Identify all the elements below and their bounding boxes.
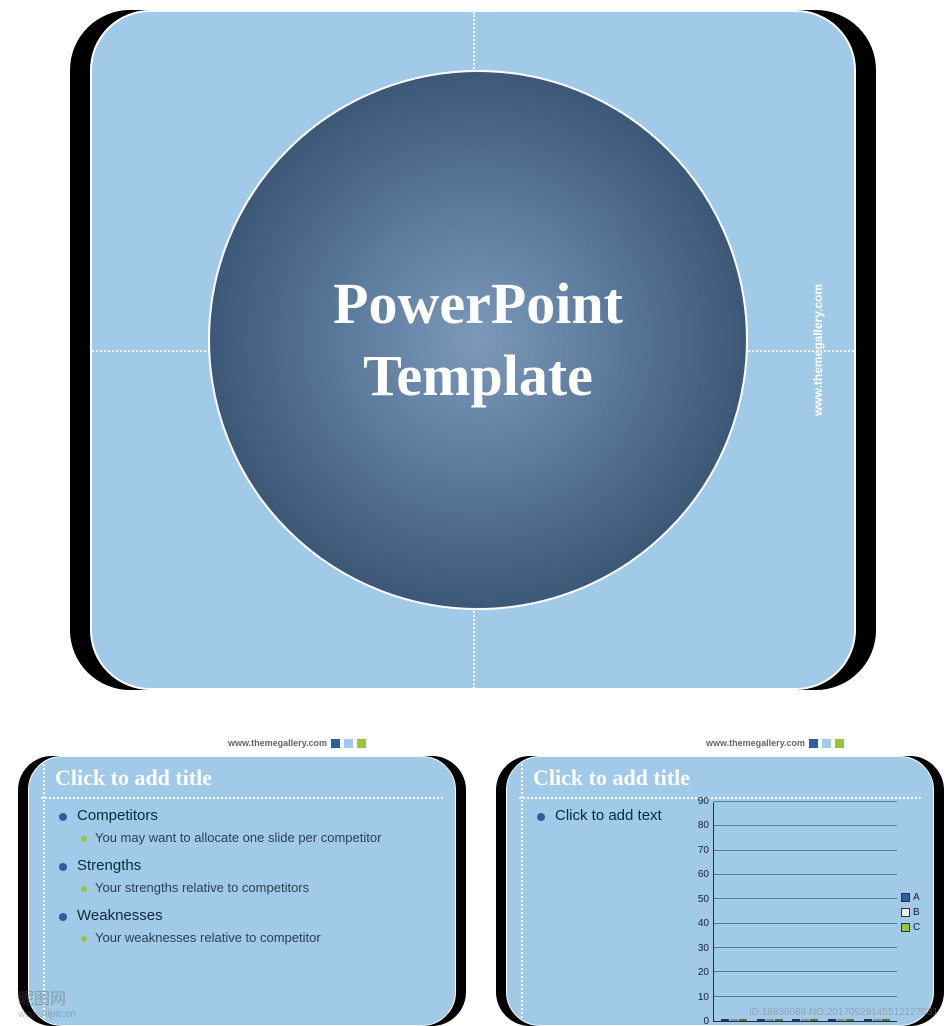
bullet-l1: Competitors (59, 807, 441, 824)
bar (739, 1019, 747, 1021)
slide3: Click to add title Click to add text 010… (496, 756, 944, 1026)
bar (730, 1019, 738, 1021)
item-text: Strengths (77, 857, 141, 874)
legend-row: A (901, 892, 929, 903)
slide3-content[interactable]: Click to add text (537, 807, 687, 830)
main-card: PowerPoint Template (90, 10, 856, 690)
slide3-header: www.themegallery.com (706, 734, 844, 752)
legend-row: B (901, 907, 929, 918)
chart-yaxis: 0102030405060708090 (691, 802, 713, 1022)
chart-legend: ABC (897, 802, 929, 1022)
item-text: Competitors (77, 807, 158, 824)
bullet-dot (59, 813, 67, 821)
bar (846, 1019, 854, 1021)
header-sq-3 (835, 739, 844, 748)
chart-gridline (714, 801, 897, 802)
bullet-dot (81, 936, 87, 942)
legend-row: C (901, 922, 929, 933)
chart-gridline (714, 898, 897, 899)
bar (792, 1019, 800, 1021)
chart-plot (713, 802, 897, 1022)
slide2-content[interactable]: Competitors You may want to allocate one… (59, 807, 441, 957)
header-url: www.themegallery.com (706, 738, 805, 748)
slide2-title[interactable]: Click to add title (55, 765, 429, 791)
main-slide: PowerPoint Template www.themegallery.com (70, 10, 876, 690)
bar-group (757, 1019, 783, 1021)
header-url: www.themegallery.com (228, 738, 327, 748)
bar (721, 1019, 729, 1021)
bullet-l2: Your weaknesses relative to competitor (81, 930, 441, 945)
bar (873, 1019, 881, 1021)
chart-gridline (714, 947, 897, 948)
wm-id: ID:18936089 NO:20170929145512127031 (749, 1007, 938, 1018)
chart-gridline (714, 825, 897, 826)
legend-swatch (901, 893, 910, 902)
slide3-title[interactable]: Click to add title (533, 765, 907, 791)
wm-domain: www.nipic.cn (18, 1009, 76, 1020)
wm-brand: 昵图网 (18, 991, 66, 1008)
slide2-divider (41, 797, 443, 799)
bullet-l2: Your strengths relative to competitors (81, 880, 441, 895)
legend-swatch (901, 923, 910, 932)
side-url: www.themegallery.com (811, 284, 825, 416)
bar-group (792, 1019, 818, 1021)
item-text: Your weaknesses relative to competitor (95, 930, 321, 945)
bullet-dot (59, 863, 67, 871)
bar-chart: 0102030405060708090 ABC (691, 802, 929, 1022)
legend-label: B (913, 907, 920, 918)
bar (810, 1019, 818, 1021)
watermark-right: ID:18936089 NO:20170929145512127031 (749, 1007, 938, 1018)
slide2: Click to add title Competitors You may w… (18, 756, 466, 1026)
bullet-dot (81, 836, 87, 842)
chart-gridline (714, 923, 897, 924)
header-sq-1 (809, 739, 818, 748)
header-sq-2 (822, 739, 831, 748)
slide3-divider (519, 797, 921, 799)
bar (864, 1019, 872, 1021)
header-sq-3 (357, 739, 366, 748)
chart-bars (714, 802, 897, 1021)
bar-group (864, 1019, 890, 1021)
main-title: PowerPoint Template (333, 268, 623, 413)
chart-gridline (714, 874, 897, 875)
bar-group (721, 1019, 747, 1021)
bar (766, 1019, 774, 1021)
bar (828, 1019, 836, 1021)
legend-label: C (913, 922, 920, 933)
header-sq-1 (331, 739, 340, 748)
item-text: Click to add text (555, 807, 662, 824)
slide3-card: Click to add title Click to add text 010… (506, 756, 934, 1026)
slide2-header: www.themegallery.com (228, 734, 366, 752)
header-sq-2 (344, 739, 353, 748)
slide2-card: Click to add title Competitors You may w… (28, 756, 456, 1026)
bullet-l1: Strengths (59, 857, 441, 874)
item-text: You may want to allocate one slide per c… (95, 830, 381, 845)
chart-gridline (714, 996, 897, 997)
bullet-dot (59, 913, 67, 921)
bar (757, 1019, 765, 1021)
item-text: Weaknesses (77, 907, 163, 924)
bullet-l1: Click to add text (537, 807, 687, 824)
bar (882, 1019, 890, 1021)
title-line1: PowerPoint (333, 271, 623, 336)
bar (775, 1019, 783, 1021)
legend-swatch (901, 908, 910, 917)
bar (801, 1019, 809, 1021)
legend-label: A (913, 892, 920, 903)
bar-group (828, 1019, 854, 1021)
watermark-left: 昵图网 www.nipic.cn (18, 985, 76, 1020)
bar (837, 1019, 845, 1021)
bullet-l1: Weaknesses (59, 907, 441, 924)
chart-gridline (714, 850, 897, 851)
chart-gridline (714, 971, 897, 972)
bullet-dot (81, 886, 87, 892)
title-line2: Template (363, 343, 593, 408)
bullet-l2: You may want to allocate one slide per c… (81, 830, 441, 845)
item-text: Your strengths relative to competitors (95, 880, 309, 895)
title-circle: PowerPoint Template (208, 70, 748, 610)
bullet-dot (537, 813, 545, 821)
